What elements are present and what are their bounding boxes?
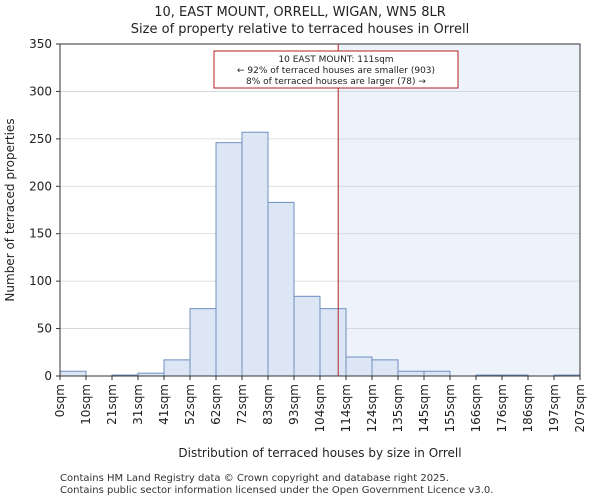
y-tick-label: 0: [44, 369, 52, 383]
bar-72sqm: [241, 131, 269, 377]
y-tick-label: 350: [29, 37, 52, 51]
x-tick-label: 145sqm: [417, 384, 431, 432]
x-tick-label: 93sqm: [287, 384, 301, 425]
y-tick-label: 50: [37, 322, 52, 336]
x-tick-label: 31sqm: [131, 384, 145, 425]
x-tick-label: 155sqm: [443, 384, 457, 432]
annotation-line-3: 8% of terraced houses are larger (78) →: [246, 77, 426, 87]
y-tick-label: 300: [29, 84, 52, 98]
x-tick-label: 186sqm: [521, 384, 535, 432]
annotation-line-1: 10 EAST MOUNT: 111sqm: [278, 55, 393, 65]
x-tick-label: 207sqm: [573, 384, 587, 432]
bar-145sqm: [423, 370, 451, 377]
chart-title: Size of property relative to terraced ho…: [130, 22, 470, 37]
footer-licence: Contains public sector information licen…: [60, 485, 494, 496]
bar-135sqm: [397, 370, 425, 377]
bar-52sqm: [189, 308, 217, 377]
x-tick-label: 124sqm: [365, 384, 379, 432]
bar-124sqm: [371, 359, 399, 377]
x-tick-label: 104sqm: [313, 384, 327, 432]
bar-104sqm: [319, 308, 347, 377]
x-tick-label: 166sqm: [469, 384, 483, 432]
bar-62sqm: [215, 142, 243, 377]
x-tick-label: 10sqm: [79, 384, 93, 425]
x-tick-label: 41sqm: [157, 384, 171, 425]
y-tick-label: 100: [29, 274, 52, 288]
x-tick-label: 21sqm: [105, 384, 119, 425]
y-axis-label: Number of terraced properties: [3, 118, 17, 301]
annotation-line-2: ← 92% of terraced houses are smaller (90…: [237, 66, 435, 76]
x-tick-label: 62sqm: [209, 384, 223, 425]
x-tick-label: 0sqm: [53, 384, 67, 417]
x-tick-label: 176sqm: [495, 384, 509, 432]
x-tick-label: 83sqm: [261, 384, 275, 425]
y-tick-label: 200: [29, 179, 52, 193]
bar-41sqm: [163, 359, 191, 377]
bar-0sqm: [59, 370, 87, 377]
x-tick-label: 52sqm: [183, 384, 197, 425]
y-tick-label: 250: [29, 132, 52, 146]
x-tick-label: 135sqm: [391, 384, 405, 432]
y-tick-label: 150: [29, 227, 52, 241]
bar-114sqm: [345, 356, 373, 377]
chart-title-address: 10, EAST MOUNT, ORRELL, WIGAN, WN5 8LR: [154, 5, 446, 20]
y-axis-ticks: 0 50 100 150 200 250 300 350: [29, 37, 60, 383]
bar-83sqm: [267, 201, 295, 377]
plot-frame: [59, 43, 581, 377]
annotation-box: [213, 50, 459, 89]
footer-copyright: Contains HM Land Registry data © Crown c…: [60, 473, 449, 484]
x-tick-label: 114sqm: [339, 384, 353, 432]
x-axis-label: Distribution of terraced houses by size …: [178, 446, 461, 460]
bar-93sqm: [293, 295, 321, 377]
bars: [59, 131, 581, 377]
larger-properties-region: [338, 44, 580, 376]
x-tick-label: 197sqm: [547, 384, 561, 432]
x-tick-label: 72sqm: [235, 384, 249, 425]
x-axis-ticks: 0sqm 10sqm 21sqm 31sqm 41sqm 52sqm 62sqm 72sqm 8…: [53, 376, 587, 432]
